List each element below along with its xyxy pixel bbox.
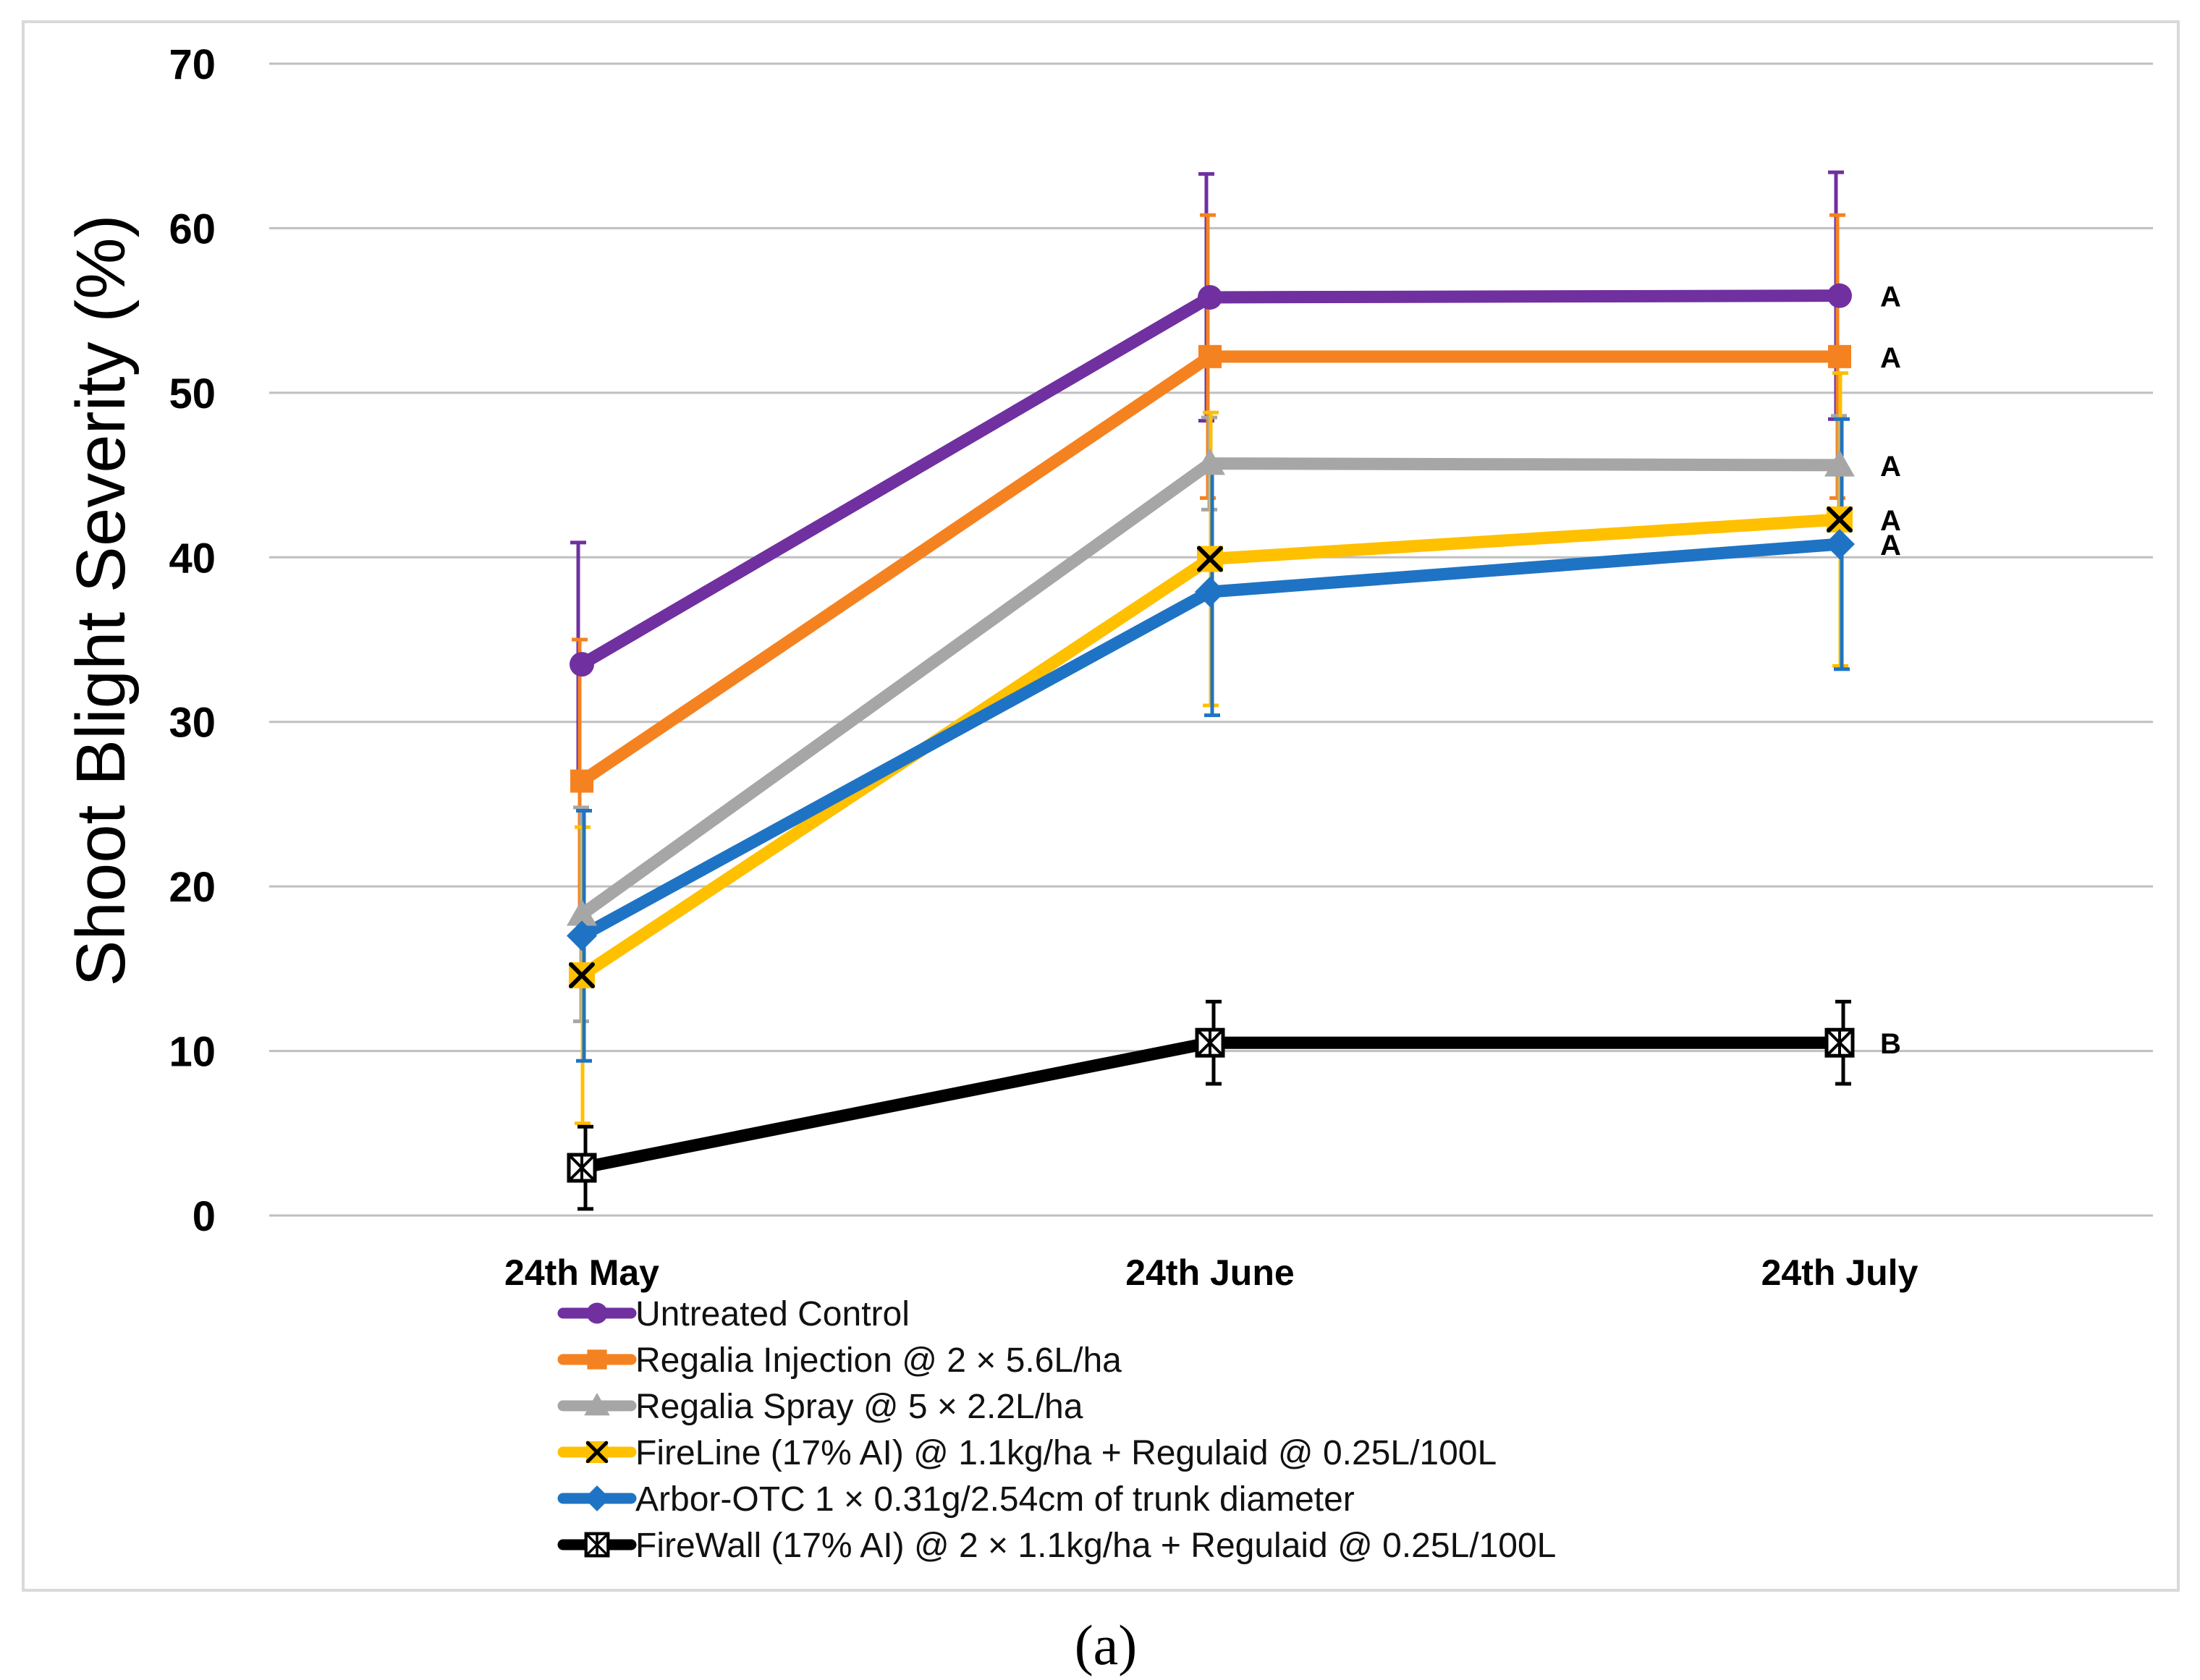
series-markers [567,283,1855,1183]
legend-label: FireWall (17% AI) @ 2 × 1.1kg/ha + Regul… [635,1527,1556,1565]
marker-triangle [567,899,597,926]
marker-circle [1198,284,1222,310]
y-tick-label: 60 [169,205,216,253]
marker-star [1196,1028,1224,1057]
y-axis-label: Shoot Blight Severity (%) [62,214,140,986]
y-tick-label: 10 [169,1029,216,1076]
marker-triangle [1195,448,1225,475]
y-tick-label: 20 [169,864,216,911]
marker-diamond [1824,529,1855,560]
marker-circle [570,652,594,677]
y-tick-label: 50 [169,370,216,417]
marker-triangle [1824,449,1855,477]
marker-square [570,769,593,793]
y-tick-label: 40 [169,535,216,582]
marker-diamond [1195,577,1225,608]
legend-label: Regalia Injection @ 2 × 5.6L/ha [635,1341,1122,1380]
marker-x [1827,506,1853,533]
significance-letter: A [1880,505,1901,537]
marker-x [585,1441,609,1464]
legend-label: Untreated Control [635,1295,910,1333]
marker-square [1828,344,1851,368]
significance-letter: A [1880,451,1901,483]
y-tick-labels: 0 10 20 30 40 50 60 70 [169,41,216,1240]
x-category-label: 24th May [504,1252,659,1293]
legend: Untreated Control Regalia Injection @ 2 ×… [557,1295,1556,1565]
x-category-label: 24th July [1761,1252,1918,1293]
y-tick-label: 30 [169,700,216,747]
chart-frame [22,20,2180,1592]
x-category-label: 24th June [1125,1252,1294,1293]
y-tick-label: 0 [192,1193,216,1240]
marker-circle [1827,283,1852,308]
significance-letter: B [1880,1028,1901,1060]
significance-letter: A [1880,530,1901,561]
y-tick-label: 70 [169,41,216,88]
marker-diamond [584,1485,610,1511]
significance-letter: A [1880,281,1901,313]
marker-star [1825,1028,1854,1057]
marker-x [1197,546,1223,572]
significance-letter: A [1880,342,1901,374]
marker-square [1198,344,1222,368]
marker-x [569,962,595,988]
marker-circle [586,1302,608,1324]
marker-diamond [567,920,597,951]
legend-label: Regalia Spray @ 5 × 2.2L/ha [635,1388,1083,1426]
figure-caption: (a) [1075,1613,1138,1676]
marker-square [587,1349,607,1370]
x-category-labels: 24th May 24th June 24th July [504,1252,1918,1293]
marker-star [567,1153,596,1182]
marker-star [585,1532,609,1557]
legend-label: Arbor-OTC 1 × 0.31g/2.54cm of trunk diam… [635,1480,1355,1519]
legend-label: FireLine (17% AI) @ 1.1kg/ha + Regulaid … [635,1434,1497,1472]
marker-triangle [584,1393,610,1416]
